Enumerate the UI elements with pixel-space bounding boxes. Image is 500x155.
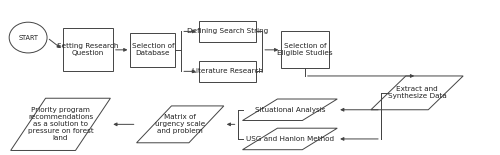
Text: Selection of
Eligible Studies: Selection of Eligible Studies: [277, 43, 332, 56]
FancyBboxPatch shape: [130, 33, 175, 67]
Text: Priority program
recommendations
as a solution to
pressure on forest
land: Priority program recommendations as a so…: [28, 107, 94, 141]
Polygon shape: [10, 98, 110, 151]
Text: Situational Analysis: Situational Analysis: [254, 107, 325, 113]
Text: Extract and
Synthesize Data: Extract and Synthesize Data: [388, 86, 446, 99]
Text: USG and Hanlon Method: USG and Hanlon Method: [246, 136, 334, 142]
FancyBboxPatch shape: [281, 31, 328, 68]
Ellipse shape: [9, 22, 47, 53]
Text: Setting Research
Question: Setting Research Question: [58, 43, 118, 56]
Text: Selection of
Database: Selection of Database: [132, 43, 174, 56]
Polygon shape: [371, 76, 463, 110]
FancyBboxPatch shape: [63, 28, 113, 71]
Text: Matrix of
urgency scale
and problem: Matrix of urgency scale and problem: [155, 114, 206, 134]
Text: Literature Research: Literature Research: [192, 68, 263, 74]
FancyBboxPatch shape: [199, 21, 256, 42]
Polygon shape: [242, 99, 338, 120]
Polygon shape: [242, 128, 338, 150]
FancyBboxPatch shape: [199, 61, 256, 82]
Polygon shape: [136, 106, 224, 143]
Text: START: START: [18, 35, 38, 41]
Text: Defining Search String: Defining Search String: [187, 28, 268, 34]
